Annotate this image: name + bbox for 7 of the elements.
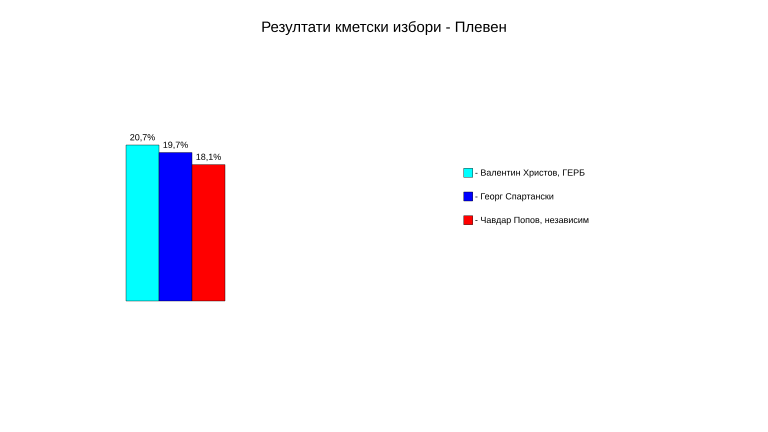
legend-label: - Валентин Христов, ГЕРБ — [475, 169, 585, 178]
data-label: 19,7% — [163, 142, 188, 150]
data-label: 20,7% — [130, 134, 155, 142]
legend-label: - Чавдар Попов, независим — [475, 216, 588, 225]
legend-label: - Георг Спартански — [475, 193, 554, 202]
data-label: 18,1% — [196, 154, 221, 162]
text: Резултати кметски избори - Плевен — [262, 20, 506, 36]
